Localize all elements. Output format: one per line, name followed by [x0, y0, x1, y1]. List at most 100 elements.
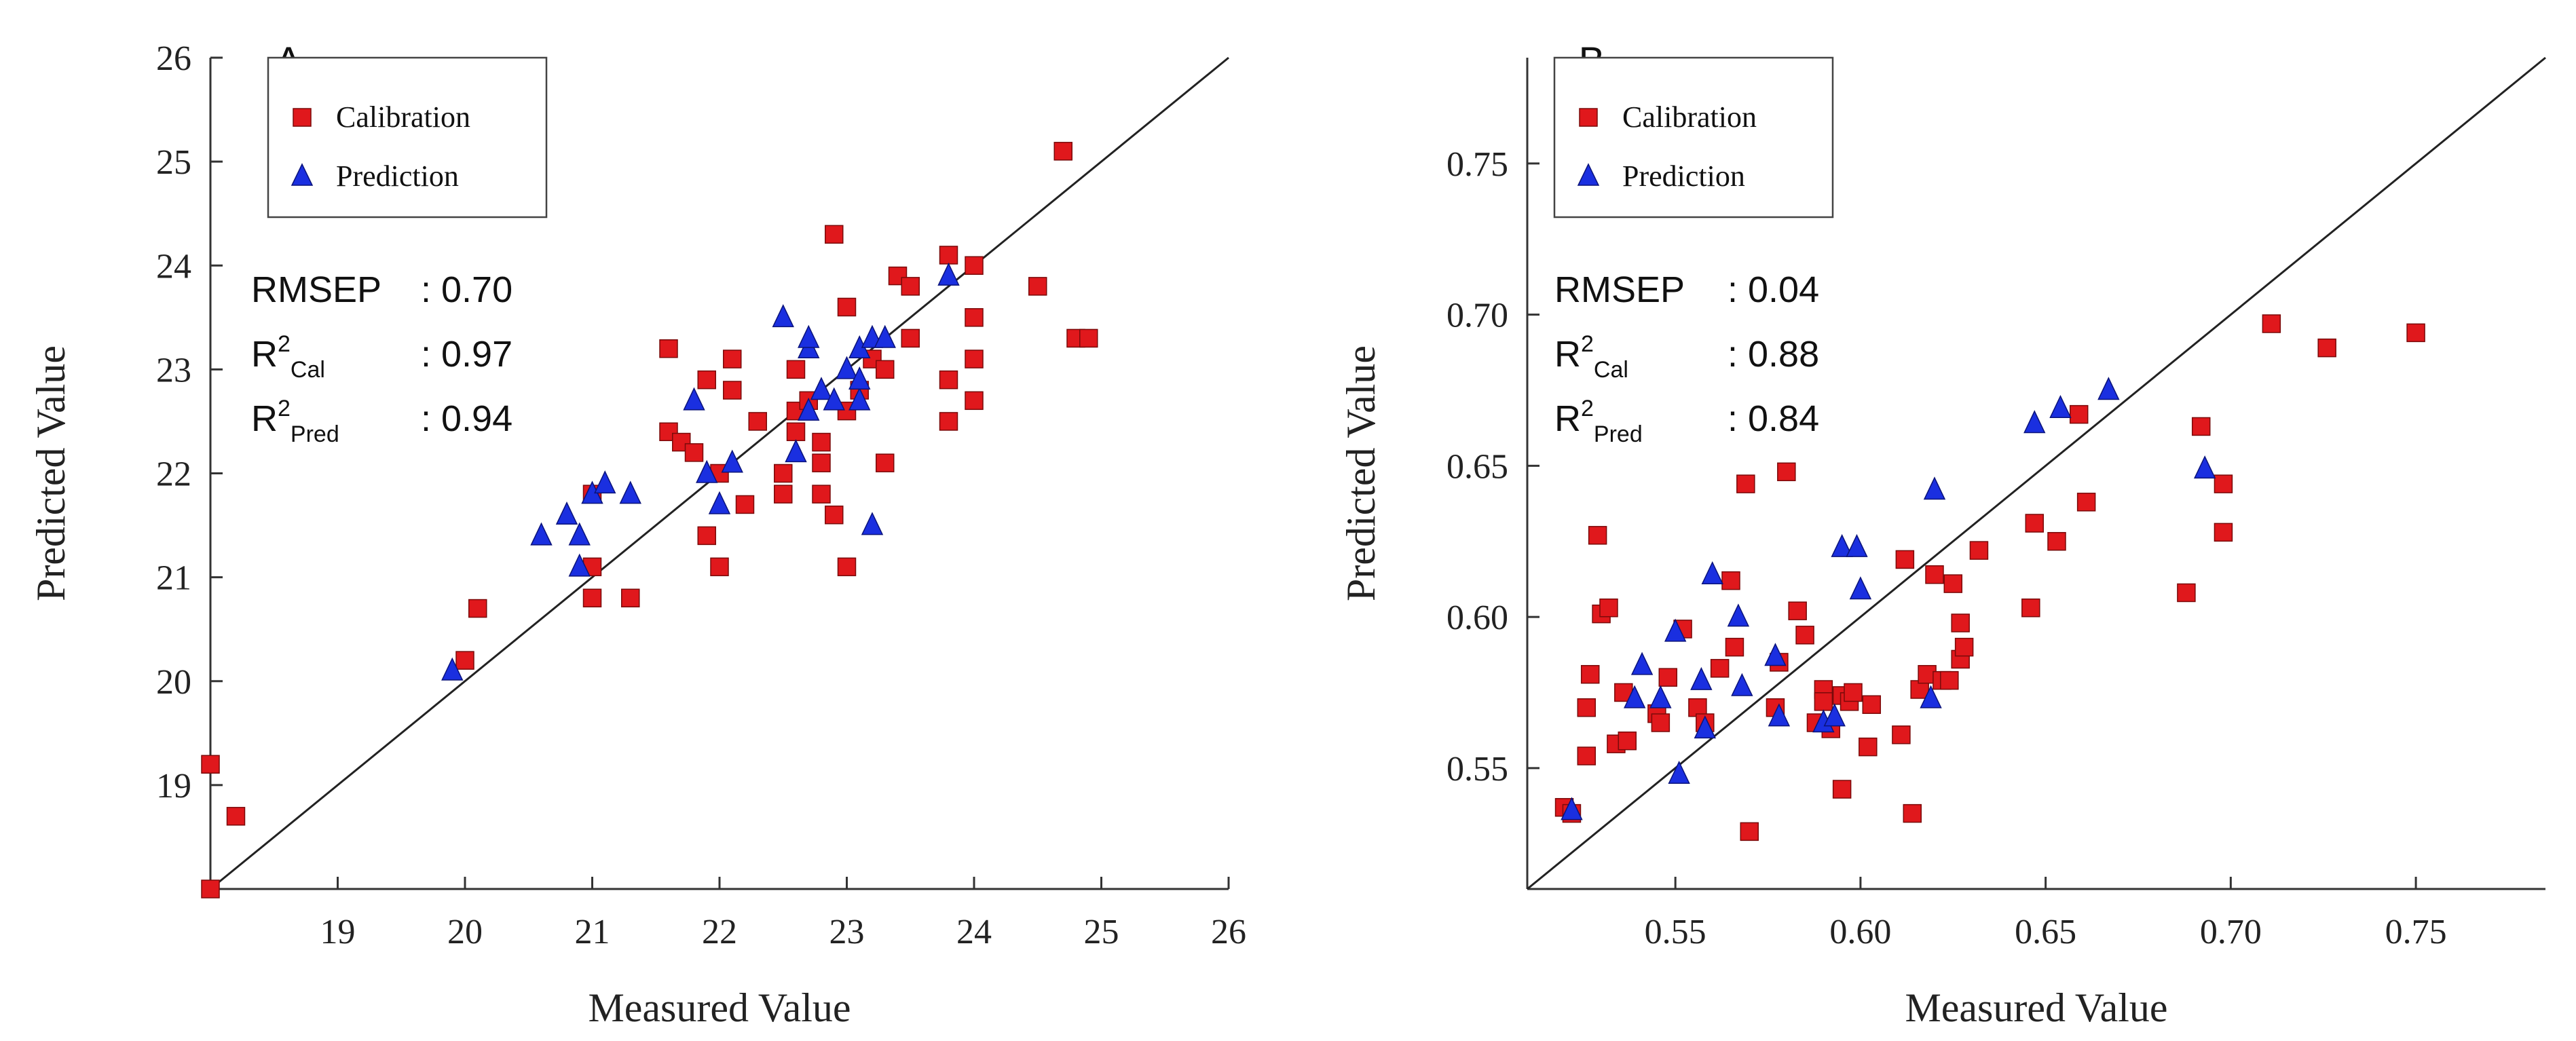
calibration-point [710, 557, 729, 577]
calibration-point [201, 879, 220, 898]
calibration-point [2021, 598, 2040, 618]
calibration-point [1832, 780, 1852, 799]
y-tick-label: 21 [156, 559, 191, 598]
calibration-point [901, 328, 920, 348]
prediction-point [874, 324, 896, 348]
stat-label: R2Pred [251, 396, 339, 447]
calibration-point [1951, 613, 1970, 632]
calibration-point [2262, 314, 2281, 333]
calibration-point [786, 360, 806, 379]
calibration-point [1925, 565, 1944, 584]
stats-block: RMSEP: 0.70 R2Cal: 0.97 R2Pred: 0.94 [251, 269, 512, 447]
legend-calibration-marker [293, 108, 312, 127]
calibration-point [901, 277, 920, 296]
prediction-point [1923, 476, 1946, 500]
legend-box [267, 56, 548, 219]
legend-prediction-marker [291, 163, 314, 186]
prediction-point [1823, 703, 1846, 727]
prediction-point [568, 553, 591, 577]
prediction-point [1668, 760, 1690, 784]
stat-value: : 0.88 [1728, 334, 1819, 375]
legend-prediction-label: Prediction [336, 159, 459, 193]
calibration-point [723, 381, 742, 400]
calibration-point [1892, 725, 1911, 744]
calibration-point [201, 755, 220, 774]
calibration-point [582, 588, 602, 607]
series-calibration [201, 142, 1098, 898]
prediction-point [1649, 685, 1672, 708]
calibration-point [1028, 277, 1047, 296]
prediction-point [848, 387, 871, 411]
calibration-point [876, 360, 895, 379]
calibration-point [1859, 737, 1878, 757]
legend-prediction-label: Prediction [1622, 159, 1745, 193]
calibration-point [2047, 531, 2066, 551]
calibration-point [2191, 417, 2211, 436]
legend-calibration-label: Calibration [336, 100, 470, 134]
calibration-point [825, 225, 844, 244]
calibration-point [1736, 474, 1755, 493]
x-tick-label: 0.55 [1645, 913, 1706, 951]
calibration-point [825, 506, 844, 525]
calibration-point [965, 256, 984, 275]
legend-calibration-marker [1579, 108, 1598, 127]
x-tick-label: 0.60 [1829, 913, 1891, 951]
prediction-point [1694, 715, 1717, 739]
calibration-point [735, 495, 755, 514]
calibration-point [837, 297, 857, 317]
prediction-point [2023, 410, 2046, 434]
prediction-point [798, 324, 820, 348]
calibration-point [1844, 683, 1863, 702]
y-tick-label: 22 [156, 455, 191, 494]
series-calibration [1554, 314, 2425, 841]
stat-value: : 0.94 [421, 398, 512, 439]
stat-value: : 0.70 [421, 269, 512, 310]
prediction-point [1731, 673, 1753, 696]
calibration-point [2069, 404, 2089, 424]
calibration-point [1725, 637, 1744, 657]
calibration-point [774, 485, 793, 504]
prediction-point [772, 304, 794, 328]
prediction-point [1768, 703, 1791, 727]
calibration-point [1777, 462, 1796, 482]
y-axis-label: Predicted Value [1339, 345, 1383, 601]
x-tick-label: 22 [702, 913, 737, 951]
calibration-point [748, 412, 767, 431]
calibration-point [2025, 514, 2045, 533]
legend-box [1553, 56, 1834, 219]
prediction-point [1920, 685, 1942, 708]
calibration-point [1740, 822, 1759, 841]
x-tick-label: 0.75 [2385, 913, 2447, 951]
legend-prediction-marker [1577, 163, 1600, 186]
x-tick-label: 23 [829, 913, 865, 951]
prediction-point [441, 657, 464, 681]
prediction-point [2049, 394, 2072, 418]
stat-label: RMSEP [1554, 269, 1685, 310]
calibration-point [965, 349, 984, 368]
x-tick-label: 21 [575, 913, 610, 951]
prediction-point [568, 522, 591, 546]
prediction-point [937, 262, 960, 286]
calibration-point [1940, 670, 1959, 690]
prediction-point [1764, 643, 1787, 666]
calibration-point [1588, 526, 1607, 545]
y-tick-label: 24 [156, 247, 191, 286]
y-tick-label: 20 [156, 663, 191, 702]
y-tick-label: 25 [156, 143, 191, 182]
legend-calibration-label: Calibration [1622, 100, 1757, 134]
calibration-point [1943, 574, 1963, 593]
prediction-point [708, 491, 731, 514]
identity-line [1527, 56, 2546, 890]
calibration-point [1721, 571, 1740, 590]
prediction-point [1561, 797, 1583, 820]
calibration-point [684, 443, 704, 462]
calibration-point [1710, 659, 1730, 678]
calibration-point [876, 453, 895, 472]
prediction-point [696, 459, 718, 483]
stat-value: : 0.04 [1728, 269, 1819, 310]
calibration-point [1580, 664, 1600, 684]
y-tick-label: 23 [156, 351, 191, 390]
calibration-point [1577, 746, 1597, 765]
x-axis-label: Measured Value [588, 985, 851, 1030]
